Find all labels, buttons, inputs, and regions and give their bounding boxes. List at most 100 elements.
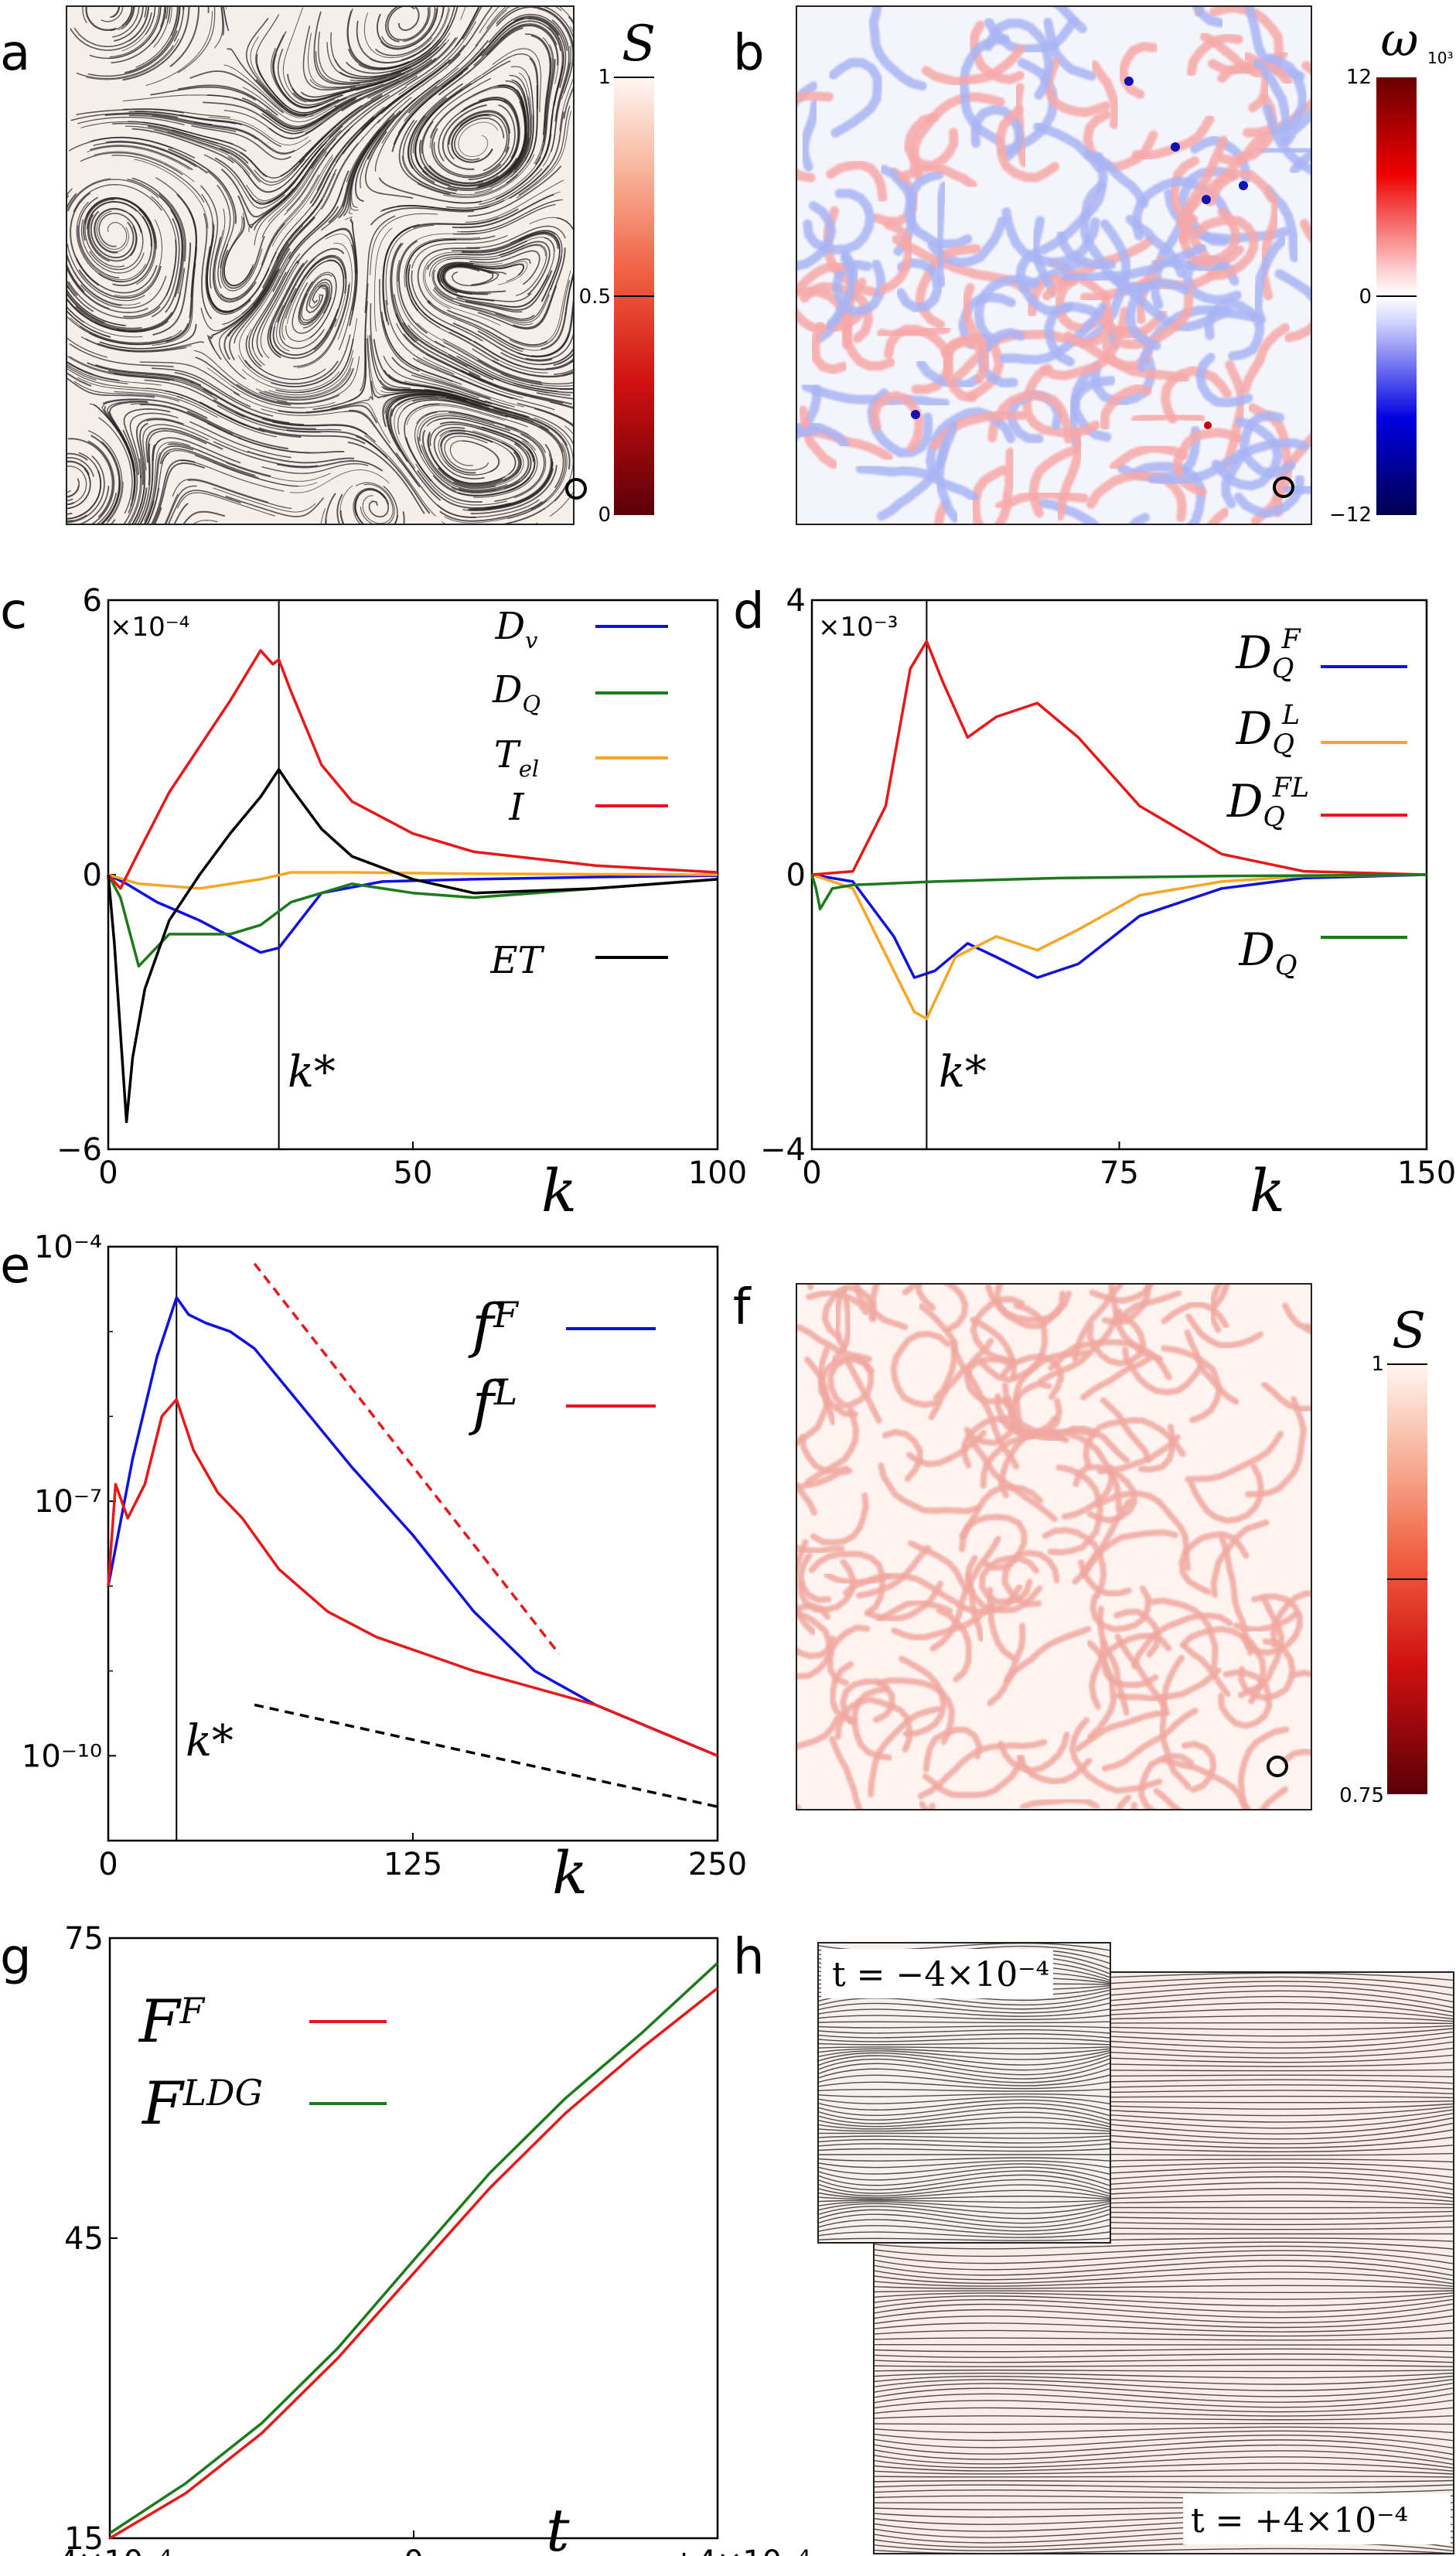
panel-letter: d xyxy=(733,583,765,640)
streamline xyxy=(458,237,555,255)
streamline xyxy=(73,380,180,402)
streamline xyxy=(67,472,91,510)
streamline xyxy=(238,354,332,387)
streamline xyxy=(443,342,543,385)
defect-stripe xyxy=(1114,1667,1222,1701)
streamline xyxy=(440,432,493,474)
streamline xyxy=(413,208,519,229)
streamline xyxy=(122,7,190,81)
streamline xyxy=(76,201,124,282)
streamline xyxy=(875,2245,1453,2257)
streamline xyxy=(875,2375,1453,2385)
streamline xyxy=(469,459,553,510)
vortex-stripe xyxy=(1274,269,1311,302)
streamline xyxy=(110,7,160,58)
streamline xyxy=(875,2364,1453,2367)
streamline xyxy=(819,2093,1110,2097)
streamline xyxy=(875,2315,1453,2329)
defect-stripe xyxy=(1130,1801,1138,1809)
streamline xyxy=(220,7,225,36)
streamline xyxy=(321,138,374,231)
streamline xyxy=(227,48,307,118)
streamline xyxy=(875,2322,1453,2332)
defect-stripe xyxy=(1161,1301,1229,1329)
x-axis-label: k xyxy=(552,1838,588,1907)
defect-stripe xyxy=(1069,1717,1163,1794)
vortex-stripe xyxy=(1086,470,1187,523)
streamline xyxy=(454,117,505,161)
streamline xyxy=(87,440,115,524)
streamline xyxy=(201,213,213,319)
series-line xyxy=(107,873,718,954)
defect-stripe xyxy=(918,1800,929,1809)
defect-stripe xyxy=(1101,1285,1151,1326)
scale-factor: ×10⁻⁴ xyxy=(110,612,189,643)
streamline xyxy=(540,44,554,152)
streamline xyxy=(537,9,573,100)
streamline xyxy=(404,237,480,288)
streamline xyxy=(421,444,508,491)
streamline xyxy=(168,490,241,524)
legend-label: DQF xyxy=(1235,624,1301,684)
vortex-stripe xyxy=(797,425,820,439)
streamline xyxy=(241,369,340,391)
streamline xyxy=(401,155,493,196)
vortex-stripe xyxy=(1205,168,1277,208)
streamline xyxy=(168,148,237,224)
streamline xyxy=(67,254,122,306)
streamline xyxy=(382,225,414,322)
marker-circle xyxy=(1267,1756,1288,1777)
series-line xyxy=(109,1962,719,2534)
streamline xyxy=(67,178,111,261)
streamline xyxy=(549,425,573,517)
streamline xyxy=(448,354,549,394)
streamline xyxy=(80,219,145,274)
streamline xyxy=(477,359,573,385)
streamline xyxy=(422,429,496,490)
streamline xyxy=(164,493,179,524)
streamline xyxy=(299,285,329,324)
streamline xyxy=(80,486,110,524)
streamline xyxy=(67,363,128,384)
streamline xyxy=(67,466,87,505)
streamline xyxy=(356,39,450,91)
legend-label: DQ xyxy=(492,668,540,717)
streamline xyxy=(80,336,187,353)
streamline xyxy=(159,193,185,295)
streamline xyxy=(875,2476,1453,2478)
streamline xyxy=(438,27,523,96)
vortex-stripe xyxy=(1015,247,1073,316)
defect-stripe xyxy=(1042,1527,1107,1599)
vortex-stripe xyxy=(1182,254,1242,305)
streamline xyxy=(475,7,562,46)
series-line xyxy=(811,640,1427,876)
streamline xyxy=(517,402,573,426)
streamline xyxy=(549,401,573,409)
streamline xyxy=(328,128,381,224)
streamline xyxy=(875,2479,1453,2483)
streamline xyxy=(387,394,436,462)
streamline xyxy=(509,74,531,171)
streamline xyxy=(875,2430,1453,2442)
streamline xyxy=(819,2008,1110,2017)
streamline xyxy=(530,35,551,135)
vortex-stripe xyxy=(1207,507,1230,524)
streamline xyxy=(513,72,533,173)
streamline xyxy=(226,462,331,482)
x-tick-label: 0 xyxy=(802,1155,821,1191)
streamline xyxy=(542,37,554,143)
streamline xyxy=(875,2415,1453,2421)
chart-g: −4×10⁻⁴ 0 +4×10⁻⁴ 75 45 15 FF FLDG xyxy=(32,1921,811,2556)
streamline xyxy=(373,227,393,332)
streamline xyxy=(875,2383,1453,2397)
streamline xyxy=(293,284,350,367)
defect-stripe xyxy=(1004,1626,1092,1684)
streamline xyxy=(122,108,231,118)
streamline xyxy=(448,111,510,153)
defect-dot xyxy=(1239,181,1248,190)
scale-factor: ×10⁻³ xyxy=(818,612,898,643)
streamline xyxy=(380,44,465,114)
streamline xyxy=(421,162,518,189)
defect-stripe xyxy=(868,1705,942,1798)
